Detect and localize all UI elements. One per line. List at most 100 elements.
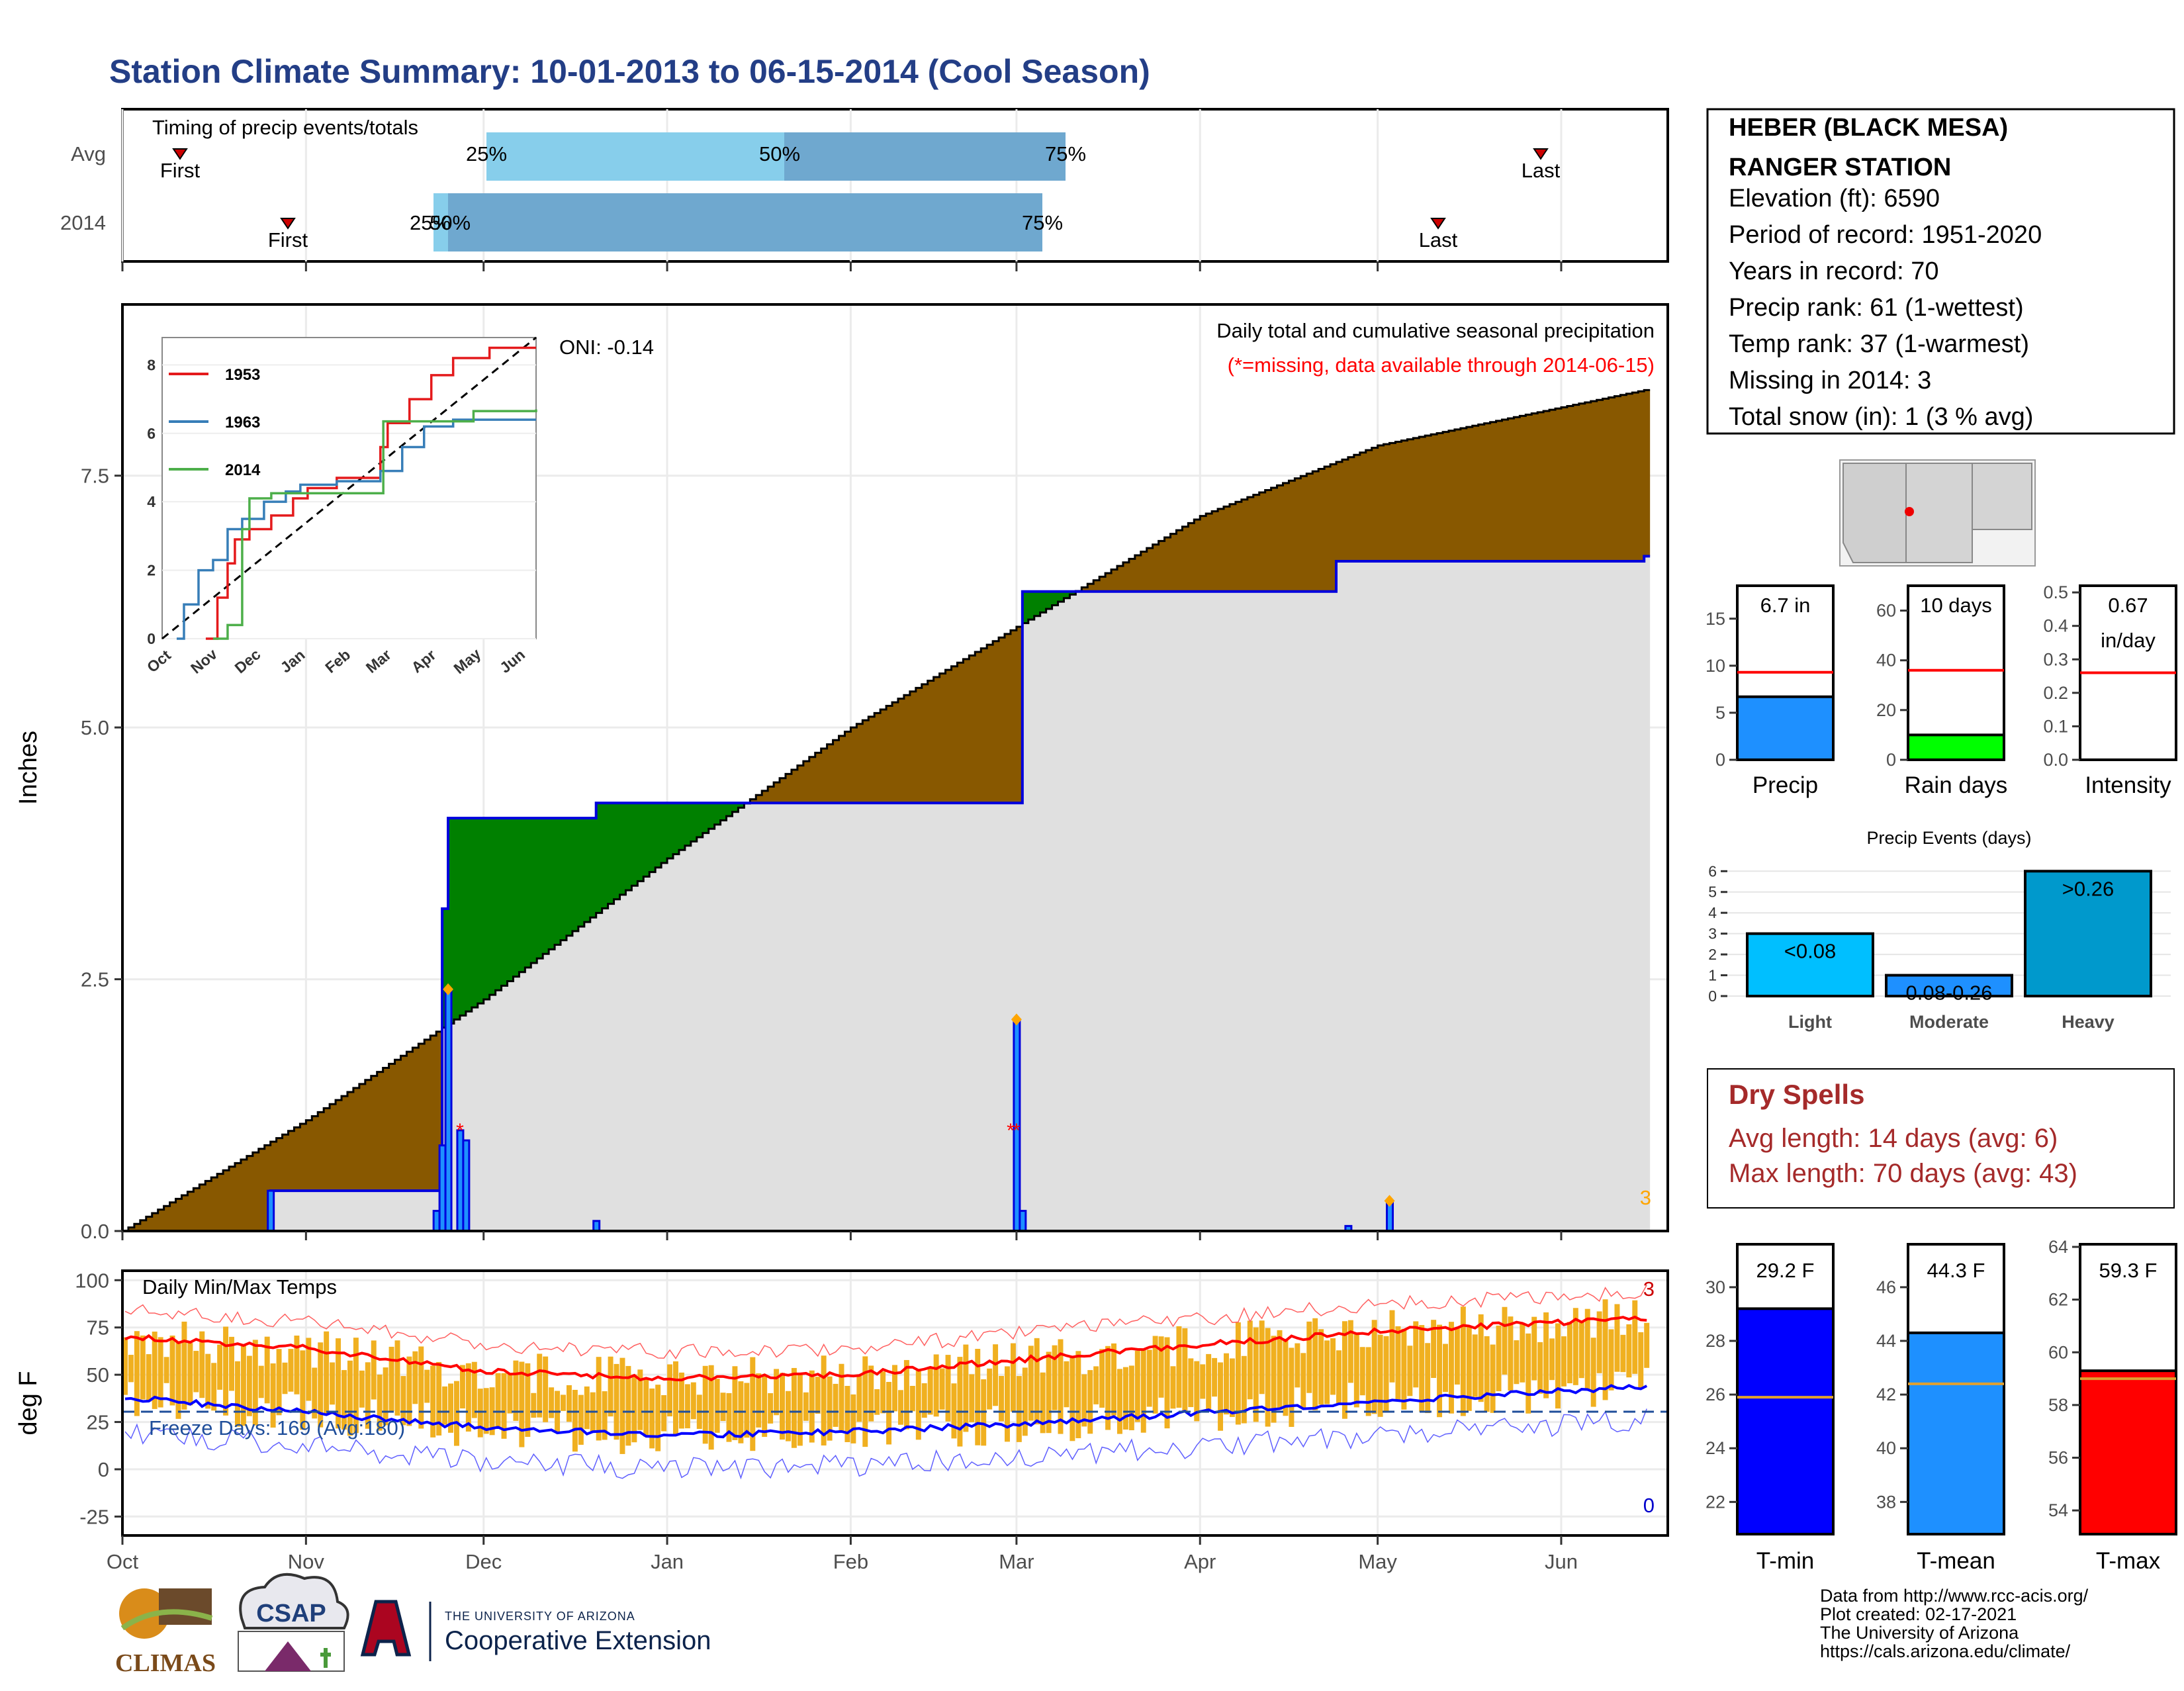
missing-marker: * — [456, 1120, 464, 1142]
events-category-label: Heavy — [2062, 1012, 2115, 1032]
temperature-bars: 22 24 26 28 30 29.2 F T-min 38 40 42 44 46 44.3 F T-m… — [1706, 1237, 2177, 1574]
daily-temp-bar — [1596, 1311, 1602, 1373]
daily-temp-bar — [1353, 1333, 1359, 1408]
daily-temp-bar — [336, 1338, 341, 1429]
daily-temp-bar — [229, 1336, 234, 1391]
daily-temp-bar — [649, 1388, 655, 1449]
daily-temp-bar — [1176, 1326, 1182, 1408]
daily-temp-bar — [1443, 1344, 1448, 1393]
events-bar-light — [1746, 932, 1874, 997]
station-info: HEBER (BLACK MESA) RANGER STATION Elevat… — [1706, 108, 2175, 435]
daily-temp-bar — [282, 1362, 288, 1394]
daily-temp-bar — [1099, 1349, 1105, 1408]
daily-temp-bar — [643, 1379, 649, 1437]
daily-temp-bar — [1235, 1322, 1241, 1425]
daily-temp-bar — [1359, 1347, 1365, 1396]
daily-temp-bar — [1425, 1343, 1431, 1414]
avg-first-label: First — [160, 159, 201, 182]
missing-note: (*=missing, data available through 2014-… — [1228, 353, 1655, 377]
daily-temp-bar — [1128, 1365, 1134, 1430]
daily-precip-bar — [462, 1139, 471, 1232]
climas-logo: CLIMAS — [115, 1588, 216, 1677]
daily-temp-bar — [909, 1385, 915, 1412]
daily-temp-bar — [619, 1357, 625, 1454]
daily-temp-bar — [1224, 1353, 1229, 1415]
daily-temp-bar — [1514, 1340, 1520, 1385]
daily-temp-bar — [187, 1343, 193, 1406]
y2014-p25-label: 25% — [410, 211, 451, 234]
daily-temp-bar — [1265, 1328, 1271, 1427]
inset-ytick-label: 0 — [147, 630, 156, 647]
daily-temp-bar — [844, 1386, 850, 1442]
month-label: Nov — [288, 1550, 325, 1573]
daily-temp-bar — [122, 1337, 128, 1395]
daily-temp-bar — [903, 1359, 909, 1430]
inset-line-1953 — [205, 346, 536, 640]
daily-temp-bar — [1389, 1310, 1395, 1383]
inset-line-2014 — [212, 409, 537, 640]
avg-min-line — [124, 1384, 1648, 1439]
daily-temp-bar — [519, 1361, 525, 1447]
events-title: Precip Events (days) — [1866, 828, 2031, 848]
csap-mountain-icon — [265, 1641, 311, 1671]
daily-temp-bar — [1200, 1364, 1206, 1399]
events-bar-heavy — [2024, 870, 2152, 997]
daily-temp-bar — [1152, 1336, 1158, 1414]
missing-marker: * — [1007, 1120, 1015, 1142]
intensity-tick-label: 0.0 — [2043, 750, 2068, 770]
daily-temp-bar — [341, 1370, 347, 1430]
daily-temp-bar — [1496, 1325, 1502, 1392]
climas-sun-icon — [119, 1588, 169, 1639]
daily-temp-bar — [258, 1365, 264, 1398]
daily-temp-bar — [1644, 1322, 1650, 1368]
daily-temp-bar — [809, 1370, 815, 1443]
daily-temp-bar — [525, 1363, 531, 1438]
tmean-tick-label: 38 — [1876, 1492, 1896, 1512]
daily-temp-bar — [1081, 1374, 1087, 1427]
daily-temp-bar — [874, 1389, 880, 1415]
y2014-25-50-bar — [433, 193, 448, 251]
timing-panel: Timing of precip events/totals Avg 2014 … — [60, 108, 1669, 271]
daily-temp-bar — [181, 1321, 187, 1410]
events-bar-moderate — [1885, 974, 2013, 997]
daily-temp-bar — [1247, 1320, 1253, 1400]
daily-temp-bar — [306, 1338, 312, 1401]
avg-p50-label: 50% — [759, 142, 800, 165]
station-precip-rank: Precip rank: 61 (1-wettest) — [1729, 294, 2024, 322]
above-avg-region — [442, 591, 1076, 1028]
station-location-dot — [1905, 507, 1914, 516]
daily-precip-bar — [444, 988, 453, 1232]
map-state-tx — [1972, 463, 2032, 530]
y2014-p50-label: 50% — [430, 211, 471, 234]
daily-temp-bar — [708, 1365, 714, 1450]
dry-spells: Dry Spells Avg length: 14 days (avg: 6) … — [1707, 1068, 2175, 1209]
daily-temp-bar — [1022, 1367, 1028, 1436]
daily-temp-bar — [987, 1368, 993, 1410]
daily-temp-bar — [1347, 1320, 1353, 1383]
climas-land-icon — [159, 1588, 212, 1625]
daily-temp-bar — [673, 1361, 678, 1434]
daily-temp-bar — [424, 1369, 430, 1403]
daily-temp-bar — [199, 1331, 205, 1398]
precip-events-chart: Precip Events (days) 0 1 2 3 4 5 6 <0.08 Light 0.… — [1708, 828, 2171, 1032]
daily-temp-bar — [1087, 1370, 1093, 1434]
daily-temp-bar — [1093, 1366, 1099, 1404]
tmax-tick-label: 58 — [2048, 1395, 2068, 1415]
daily-temp-bar — [561, 1394, 566, 1411]
daily-temp-bar — [1437, 1324, 1443, 1418]
y2014-first-marker — [280, 218, 296, 230]
events-tick-label: 1 — [1708, 967, 1717, 984]
temp-ytick-label: 100 — [75, 1269, 109, 1292]
daily-temp-bar — [1525, 1333, 1531, 1414]
precip-bar — [1736, 695, 1835, 761]
y2014-last-marker — [1430, 218, 1446, 230]
y2014-p75-label: 75% — [1022, 211, 1063, 234]
avg-cumulative-fill — [122, 556, 1651, 1231]
dry-spells-title: Dry Spells — [1729, 1079, 1864, 1110]
daily-temp-bar — [690, 1382, 696, 1420]
daily-temp-bar — [1259, 1320, 1265, 1394]
precip-label: Precip — [1752, 772, 1818, 798]
tmin-value: 29.2 F — [1756, 1259, 1815, 1282]
csap-text: CSAP — [256, 1600, 326, 1627]
